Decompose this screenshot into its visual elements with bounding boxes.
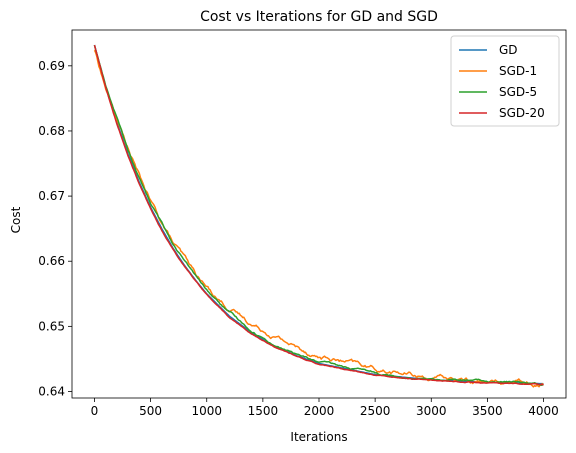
x-tick-label: 2000 — [304, 404, 335, 418]
x-tick-label: 3500 — [472, 404, 503, 418]
x-tick-label: 1500 — [248, 404, 279, 418]
legend-label-gd: GD — [499, 43, 518, 57]
legend-label-sgd-20: SGD-20 — [499, 106, 545, 120]
legend-box — [450, 35, 560, 127]
y-axis-label: Cost — [9, 206, 23, 233]
series-line-sgd-5 — [93, 45, 544, 386]
x-tick-label: 4000 — [528, 404, 559, 418]
y-tick-label: 0.64 — [38, 384, 65, 398]
y-tick-label: 0.68 — [38, 124, 65, 138]
x-tick-label: 500 — [139, 404, 162, 418]
x-tick-label: 2500 — [360, 404, 391, 418]
y-tick-label: 0.66 — [38, 254, 65, 268]
x-axis-label: Iterations — [290, 430, 347, 444]
x-tick-label: 3000 — [416, 404, 447, 418]
legend-label-sgd-5: SGD-5 — [499, 85, 537, 99]
series-line-sgd-20 — [93, 44, 544, 386]
y-tick-label: 0.69 — [38, 59, 65, 73]
legend-label-sgd-1: SGD-1 — [499, 64, 537, 78]
chart-title: Cost vs Iterations for GD and SGD — [200, 9, 438, 25]
legend: GD SGD-1 SGD-5 SGD-20 — [450, 35, 560, 127]
y-tick-label: 0.65 — [38, 319, 65, 333]
x-tick-label: 0 — [91, 404, 99, 418]
y-tick-label: 0.67 — [38, 189, 65, 203]
x-tick-label: 1000 — [191, 404, 222, 418]
plot-area: 0 500 1000 1500 2000 2500 3000 3500 4000 0.64 0.65… — [38, 29, 567, 418]
